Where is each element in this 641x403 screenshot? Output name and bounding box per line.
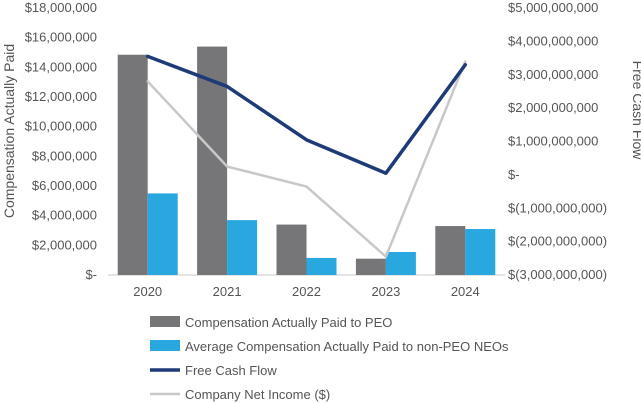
bar-peo-2024 [435,226,466,275]
x-tick-label: 2021 [213,284,242,299]
x-axis: 2020 2021 2022 2023 2024 [108,274,505,299]
x-tick-label: 2020 [133,284,162,299]
left-tick-label: $- [85,267,97,282]
bar-non-peo-2020 [147,193,178,275]
bar-peo-2022 [276,224,307,275]
left-tick-label: $18,000,000 [25,0,97,15]
bar-non-peo-2024 [465,229,496,275]
x-tick-label: 2024 [451,284,480,299]
left-tick-label: $16,000,000 [25,30,97,45]
x-tick-label: 2023 [371,284,400,299]
left-tick-label: $8,000,000 [32,148,97,163]
legend-label-free-cash-flow: Free Cash Flow [185,363,277,378]
bar-non-peo-2021 [227,220,258,275]
legend: Compensation Actually Paid to PEO Average… [150,315,509,402]
bar-peo-2023 [355,258,386,275]
legend-label-non-peo: Average Compensation Actually Paid to no… [185,339,509,354]
left-tick-label: $14,000,000 [25,59,97,74]
left-tick-label: $4,000,000 [32,208,97,223]
right-tick-label: $- [508,167,520,182]
bar-non-peo-2023 [385,252,416,275]
left-tick-label: $12,000,000 [25,89,97,104]
right-axis: $(3,000,000,000) $(2,000,000,000) $(1,000,… [508,0,607,282]
right-tick-label: $(2,000,000,000) [508,234,607,249]
right-axis-title: Free Cash Flow [630,61,641,161]
legend-label-peo: Compensation Actually Paid to PEO [185,315,392,330]
legend-swatch-peo [150,316,180,327]
legend-swatch-non-peo [150,340,180,351]
right-tick-label: $2,000,000,000 [508,100,598,115]
right-tick-label: $4,000,000,000 [508,33,598,48]
left-axis-title: Compensation Actually Paid [1,44,17,218]
net-income-line [146,60,467,258]
right-tick-label: $5,000,000,000 [508,0,598,15]
right-tick-label: $(3,000,000,000) [508,267,607,282]
right-tick-label: $(1,000,000,000) [508,200,607,215]
lines [145,54,468,258]
bar-peo-2020 [117,54,148,275]
right-tick-label: $1,000,000,000 [508,134,598,149]
bar-non-peo-2022 [306,257,337,275]
left-tick-label: $2,000,000 [32,237,97,252]
left-tick-label: $6,000,000 [32,178,97,193]
bars [117,46,496,275]
right-tick-label: $3,000,000,000 [508,67,598,82]
left-axis: $- $2,000,000 $4,000,000 $6,000,000 $8,000,0… [25,0,97,282]
left-tick-label: $10,000,000 [25,119,97,134]
free-cash-flow-line [145,54,468,175]
x-tick-label: 2022 [292,284,321,299]
legend-label-net-income: Company Net Income ($) [185,387,330,402]
